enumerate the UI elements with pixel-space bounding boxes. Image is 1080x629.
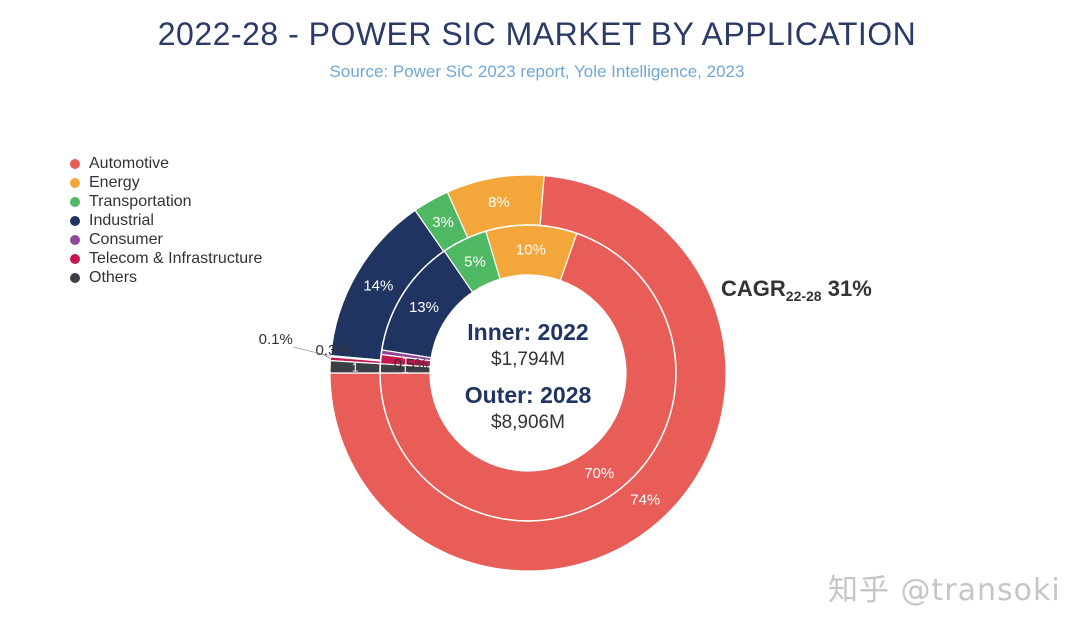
watermark: 知乎 @transoki xyxy=(828,573,1061,608)
legend-swatch-others xyxy=(70,272,80,283)
legend-item-telecom: Telecom & Infrastructure xyxy=(70,249,262,268)
legend-label-others: Others xyxy=(89,268,138,286)
label-outer-energy: 8% xyxy=(488,194,510,211)
leader-outer-telecom-and-infrastructure xyxy=(321,353,331,360)
cagr-prefix: CAGR xyxy=(721,276,786,301)
label-inner-telecom-and-infrastructure: 1 xyxy=(402,354,409,368)
label-inner-automotive: 70% xyxy=(584,465,614,482)
legend-item-consumer: Consumer xyxy=(70,230,262,249)
label-inner-consumer: 0.5% xyxy=(394,356,428,373)
legend-swatch-consumer xyxy=(70,234,80,245)
chart-title: 2022-28 - POWER SIC MARKET BY APPLICATIO… xyxy=(157,16,917,52)
legend-swatch-telecom xyxy=(70,253,80,264)
label-outer-consumer: 0.1% xyxy=(259,331,293,348)
label-outer-transportation: 3% xyxy=(432,214,454,231)
cagr-value: 31% xyxy=(827,276,872,301)
legend-swatch-automotive xyxy=(70,158,80,169)
legend-swatch-energy xyxy=(70,177,80,188)
center-inner-year: Inner: 2022 xyxy=(467,319,588,345)
chart-subtitle: Source: Power SiC 2023 report, Yole Inte… xyxy=(329,62,745,81)
label-outer-automotive: 74% xyxy=(630,492,660,509)
legend-item-industrial: Industrial xyxy=(70,211,262,230)
legend-label-automotive: Automotive xyxy=(89,154,170,172)
center-inner-total: $1,794M xyxy=(491,349,565,370)
leader-lines xyxy=(293,346,331,360)
label-outer-others: 1 xyxy=(352,361,359,375)
cagr-period: 22-28 xyxy=(785,288,822,304)
label-outer-industrial: 14% xyxy=(363,278,393,295)
center-labels: Inner: 2022 $1,794M Outer: 2028 $8,906M xyxy=(465,319,592,433)
label-outer-telecom-and-infrastructure: 0.3% xyxy=(315,342,349,359)
legend-item-automotive: Automotive xyxy=(70,154,262,173)
legend-label-energy: Energy xyxy=(89,173,140,191)
legend-label-consumer: Consumer xyxy=(89,230,163,248)
legend-item-transportation: Transportation xyxy=(70,192,262,211)
legend-swatch-industrial xyxy=(70,215,80,226)
leader-outer-consumer xyxy=(293,346,331,357)
cagr-annotation: CAGR22-28 31% xyxy=(721,276,872,304)
legend: Automotive Energy Transportation Industr… xyxy=(70,154,262,287)
legend-item-energy: Energy xyxy=(70,173,262,192)
legend-label-telecom: Telecom & Infrastructure xyxy=(89,249,263,267)
label-inner-energy: 10% xyxy=(516,242,546,259)
legend-item-others: Others xyxy=(70,268,262,287)
chart-slices xyxy=(329,174,727,572)
center-outer-year: Outer: 2028 xyxy=(465,382,592,408)
label-inner-industrial: 13% xyxy=(409,299,439,316)
center-outer-total: $8,906M xyxy=(491,412,565,433)
label-inner-others: 1 xyxy=(402,362,409,376)
ring-separator xyxy=(379,224,677,522)
legend-label-industrial: Industrial xyxy=(89,211,154,229)
legend-label-transportation: Transportation xyxy=(89,192,192,210)
label-inner-transportation: 5% xyxy=(464,254,486,271)
legend-swatch-transportation xyxy=(70,196,80,207)
